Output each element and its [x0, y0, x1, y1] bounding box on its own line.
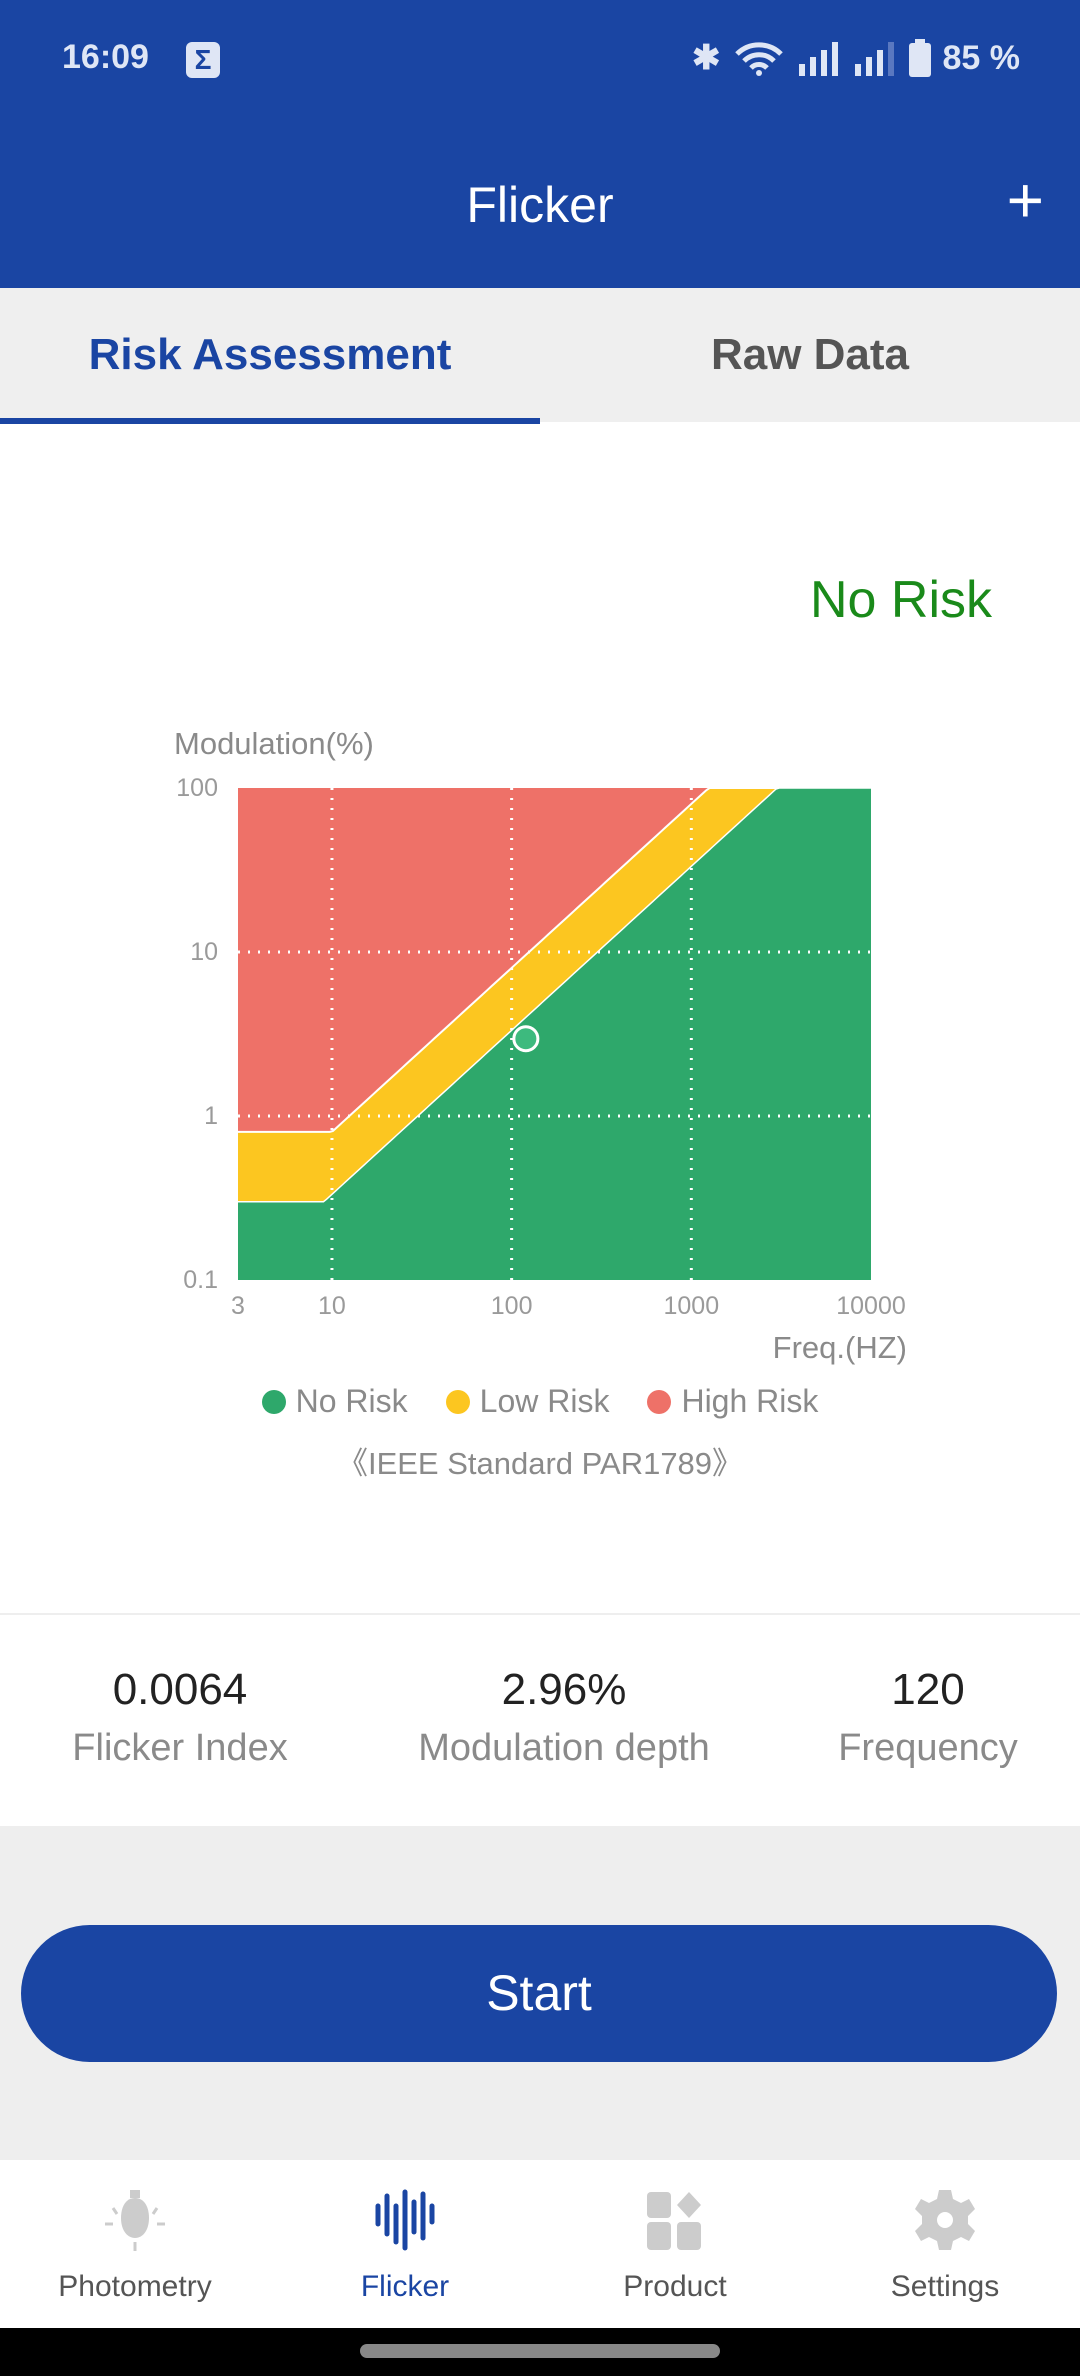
legend-dot [445, 1389, 470, 1414]
battery-icon [908, 39, 931, 77]
nav-label: Product [623, 2270, 727, 2303]
bluetooth-icon: ✱ [692, 39, 721, 77]
stat-value: 120 [891, 1665, 965, 1714]
gear-icon [915, 2190, 975, 2250]
y-axis-label: Modulation(%) [174, 726, 374, 761]
nav-settings[interactable]: Settings [810, 2160, 1080, 2328]
x-tick-label: 10 [318, 1292, 346, 1320]
standard-note: 《IEEE Standard PAR1789》 [336, 1446, 744, 1481]
no-risk-boundary [238, 787, 871, 1203]
app-bar: 16:09 Σ ✱ 85 % Flicker + [0, 0, 1080, 288]
risk-result: No Risk [809, 571, 992, 629]
stat-flicker-index: 0.0064 Flicker Index [0, 1665, 360, 1770]
nav-label: Flicker [360, 2270, 450, 2303]
nav-product[interactable]: Product [540, 2160, 810, 2328]
stat-frequency: 120 Frequency [748, 1665, 1080, 1770]
y-tick-label: 10 [190, 938, 218, 966]
legend-dot [261, 1389, 286, 1414]
nav-flicker[interactable]: Flicker [270, 2160, 540, 2328]
measurement-point [512, 1025, 540, 1053]
legend-no-risk: No Risk [261, 1383, 408, 1420]
nav-photometry[interactable]: Photometry [0, 2160, 270, 2328]
stat-modulation-depth: 2.96% Modulation depth [384, 1665, 744, 1770]
tab-raw-data[interactable]: Raw Data [710, 330, 910, 379]
high-risk-boundary [238, 787, 871, 1133]
waveform-icon [375, 2189, 435, 2251]
divider [0, 1613, 1080, 1615]
sigma-icon: Σ [186, 42, 220, 78]
home-handle[interactable] [360, 2344, 720, 2358]
stat-label: Flicker Index [72, 1727, 288, 1769]
y-tick-label: 100 [176, 774, 218, 802]
legend-low-risk: Low Risk [445, 1383, 610, 1420]
legend-label: High Risk [681, 1383, 819, 1419]
legend-label: Low Risk [479, 1383, 610, 1419]
x-tick-label: 10000 [836, 1292, 906, 1320]
page-title: Flicker [466, 177, 614, 233]
bulb-icon [105, 2190, 165, 2251]
status-time: 16:09 [62, 38, 149, 76]
stat-value: 0.0064 [112, 1665, 248, 1714]
x-axis-label: Freq.(HZ) [773, 1330, 907, 1365]
x-tick-label: 1000 [664, 1292, 720, 1320]
stat-value: 2.96% [501, 1665, 627, 1714]
risk-chart: Modulation(%) 3 10 100 1000 10000 100 10 1 0.1 F… [174, 726, 907, 1365]
product-grid-icon [647, 2192, 701, 2250]
legend-dot [647, 1389, 672, 1414]
signal-icon [798, 42, 838, 76]
tab-risk-assessment[interactable]: Risk Assessment [88, 330, 452, 379]
wifi-icon [734, 42, 783, 76]
battery-level: 85 % [942, 38, 1021, 77]
legend-label: No Risk [295, 1383, 408, 1419]
x-tick-label: 100 [491, 1292, 533, 1320]
status-icons: ✱ 85 % [692, 38, 1020, 78]
y-tick-label: 1 [204, 1102, 218, 1130]
signal-icon [854, 42, 894, 76]
stat-label: Frequency [838, 1727, 1018, 1769]
y-tick-label: 0.1 [183, 1266, 218, 1294]
chart-legend: No Risk Low Risk High Risk [0, 1383, 1080, 1420]
nav-label: Photometry [58, 2270, 212, 2303]
no-risk-region [238, 788, 871, 1280]
start-button[interactable]: Start [21, 1925, 1057, 2062]
plus-icon[interactable]: + [1006, 164, 1044, 236]
legend-high-risk: High Risk [647, 1383, 818, 1420]
active-tab-indicator [0, 418, 540, 424]
bottom-nav: Photometry Flicker Product Settings [0, 2160, 1080, 2328]
stat-label: Modulation depth [418, 1727, 710, 1769]
x-tick-label: 3 [231, 1292, 245, 1320]
tab-bar: Risk Assessment Raw Data [0, 288, 1080, 424]
nav-label: Settings [890, 2270, 1000, 2303]
